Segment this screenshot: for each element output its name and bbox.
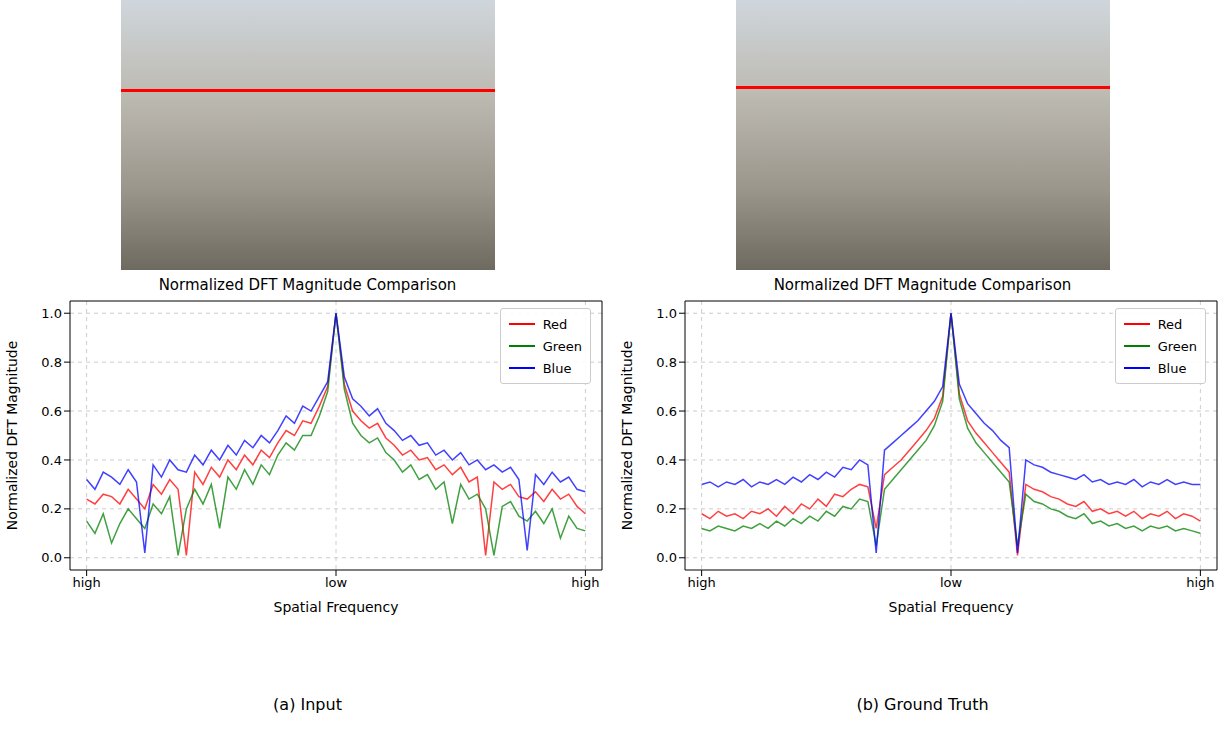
svg-text:0.6: 0.6 (656, 404, 677, 419)
svg-text:high: high (571, 575, 599, 590)
svg-text:Normalized DFT Magnitude: Normalized DFT Magnitude (619, 341, 635, 531)
svg-text:Spatial Frequency: Spatial Frequency (274, 599, 399, 615)
svg-text:0.8: 0.8 (656, 355, 677, 370)
html-text:(b) Ground Truth: (b) Ground Truth (856, 695, 989, 714)
svg-text:0.0: 0.0 (656, 550, 677, 565)
html-text:Blue: Blue (1157, 360, 1187, 376)
svg-text:0.6: 0.6 (41, 404, 62, 419)
html-text:Red: Red (542, 316, 568, 332)
svg-text:high: high (72, 575, 100, 590)
svg-text:high: high (1186, 575, 1214, 590)
html-text:Red: Red (1157, 316, 1183, 332)
svg-text:Spatial Frequency: Spatial Frequency (889, 599, 1014, 615)
svg-text:high: high (687, 575, 715, 590)
svg-text:0.0: 0.0 (41, 550, 62, 565)
html-text:Green: Green (542, 338, 582, 354)
svg-text:0.4: 0.4 (656, 453, 677, 468)
html-text:Green: Green (1157, 338, 1197, 354)
svg-text:Normalized DFT Magnitude: Normalized DFT Magnitude (4, 341, 20, 531)
html-text:Normalized DFT Magnitude Compa: Normalized DFT Magnitude Comparison (773, 276, 1072, 294)
html-text:(a) Input: (a) Input (273, 695, 342, 714)
svg-text:0.2: 0.2 (656, 501, 677, 516)
svg-text:1.0: 1.0 (41, 306, 62, 321)
svg-text:low: low (940, 575, 963, 590)
svg-text:0.8: 0.8 (41, 355, 62, 370)
svg-text:1.0: 1.0 (656, 306, 677, 321)
html-text:Blue: Blue (542, 360, 572, 376)
svg-text:0.4: 0.4 (41, 453, 62, 468)
html-text:Normalized DFT Magnitude Compa: Normalized DFT Magnitude Comparison (158, 276, 457, 294)
svg-text:0.2: 0.2 (41, 501, 62, 516)
svg-text:low: low (325, 575, 348, 590)
